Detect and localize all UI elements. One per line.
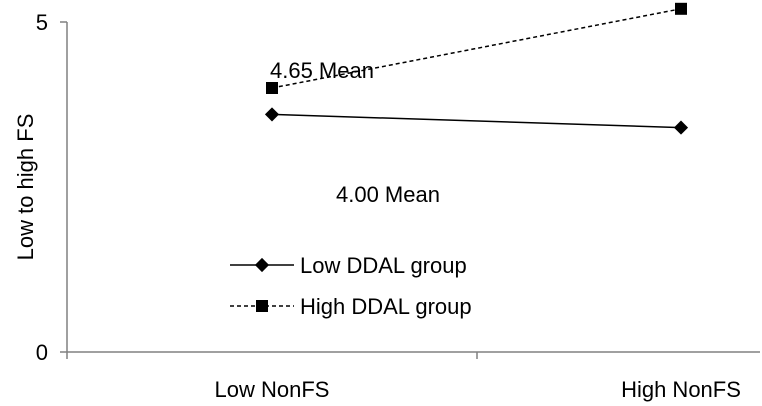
data-point-s0-1 [673, 120, 689, 135]
x-tick-label-0: Low NonFS [215, 377, 330, 402]
series-line-0 [271, 113, 682, 129]
legend-item-low-ddal: Low DDAL group [230, 253, 467, 278]
y-tick-label-max: 5 [36, 10, 48, 35]
legend-item-high-ddal: High DDAL group [230, 294, 472, 319]
legend: Low DDAL group High DDAL group [230, 253, 472, 319]
y-tick-label-min: 0 [36, 340, 48, 365]
series-high-ddal [266, 2, 687, 94]
series-low-ddal [264, 107, 689, 135]
data-point-s1-0 [266, 82, 278, 94]
legend-label-high-ddal: High DDAL group [300, 294, 472, 319]
y-axis-label: Low to high FS [13, 114, 38, 261]
data-point-s1-1 [675, 2, 687, 15]
x-tick-label-1: High NonFS [621, 377, 741, 402]
legend-label-low-ddal: Low DDAL group [300, 253, 467, 278]
legend-marker-diamond [254, 257, 270, 273]
annotation-high-mean: 4.65 Mean [270, 58, 374, 83]
legend-marker-square [256, 300, 268, 312]
annotation-low-mean: 4.00 Mean [336, 182, 440, 207]
data-point-s0-0 [264, 107, 280, 122]
